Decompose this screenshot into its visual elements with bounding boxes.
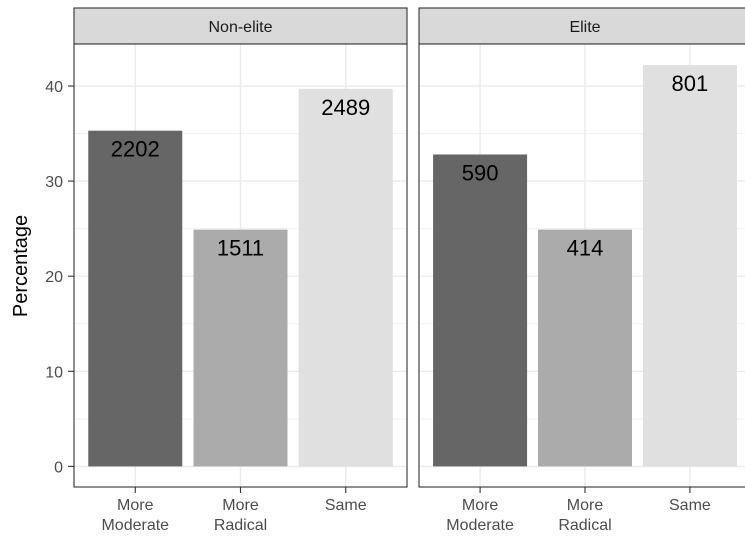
facet-strip-label: Non-elite xyxy=(208,19,272,36)
y-tick-label: 10 xyxy=(45,364,63,381)
bar-value-label: 1511 xyxy=(217,236,264,261)
facet-strip xyxy=(73,7,408,45)
x-tick-label: More xyxy=(567,497,604,514)
x-tick-label: More xyxy=(117,497,154,514)
y-tick-label: 30 xyxy=(45,174,63,191)
x-tick-label: More xyxy=(462,497,499,514)
bar xyxy=(642,65,737,467)
x-tick-label: Same xyxy=(669,497,711,514)
bar xyxy=(538,229,632,467)
bar-value-label: 414 xyxy=(567,236,604,261)
bar-value-label: 2202 xyxy=(111,137,160,162)
y-tick-label: 0 xyxy=(54,459,63,476)
bar xyxy=(88,130,183,467)
facet-strip xyxy=(418,7,745,45)
bar xyxy=(298,88,393,467)
x-tick-label: Moderate xyxy=(446,517,514,534)
x-tick-label: Radical xyxy=(214,517,267,534)
x-tick-label: Same xyxy=(325,497,367,514)
bar-value-label: 801 xyxy=(672,71,709,96)
bar-value-label: 590 xyxy=(462,160,499,185)
bar xyxy=(433,154,528,467)
y-axis-title: Percentage xyxy=(10,215,32,317)
y-tick-label: 20 xyxy=(45,269,63,286)
bar xyxy=(193,229,288,467)
x-tick-label: Radical xyxy=(558,517,611,534)
y-tick-label: 40 xyxy=(45,79,63,96)
x-tick-label: Moderate xyxy=(101,517,169,534)
bar-value-label: 2489 xyxy=(321,95,370,120)
x-tick-label: More xyxy=(222,497,259,514)
facet-strip-label: Elite xyxy=(569,19,600,36)
